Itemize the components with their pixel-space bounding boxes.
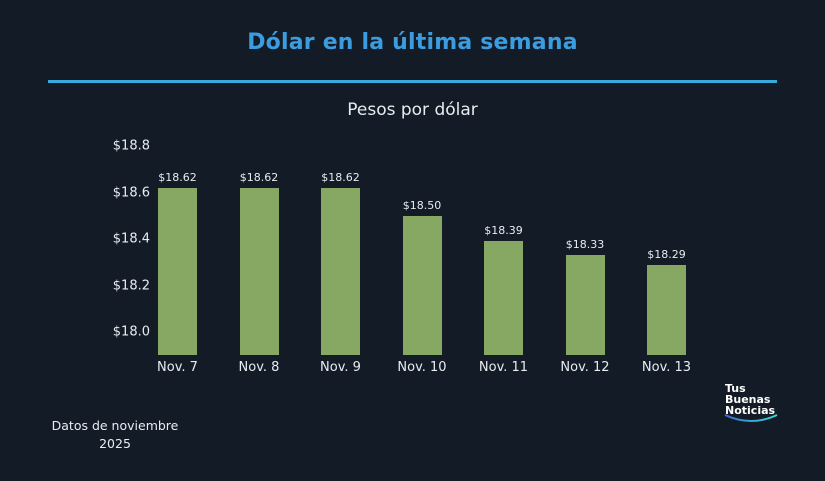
bar-value-label: $18.62 bbox=[239, 170, 279, 184]
bar-value-label: $18.62 bbox=[321, 170, 360, 184]
y-axis-tick-label: $18.8 bbox=[112, 138, 150, 154]
x-axis-category-label: Nov. 13 bbox=[641, 360, 692, 375]
bar-value-label: $18.50 bbox=[402, 198, 442, 212]
smile-arc-icon bbox=[724, 414, 778, 422]
logo-line-2: Buenas bbox=[725, 393, 771, 406]
brand-logo: Tus Buenas Noticias bbox=[724, 382, 785, 422]
bar bbox=[321, 187, 360, 356]
y-axis-tick-label: $18.2 bbox=[112, 278, 150, 293]
note-line-1: Datos de noviembre bbox=[51, 418, 179, 433]
bar-value-label: $18.29 bbox=[647, 247, 686, 261]
bar bbox=[239, 187, 279, 356]
logo-line-3: Noticias bbox=[725, 404, 776, 417]
y-axis-tick-label: $18.6 bbox=[112, 185, 150, 200]
data-source-note: Datos de noviembre 2025 bbox=[40, 417, 190, 453]
logo-line-1: Tus bbox=[725, 382, 746, 395]
chart-subtitle: Pesos por dólar bbox=[347, 100, 478, 120]
title-divider bbox=[48, 80, 777, 83]
chart-title: Dólar en la última semana bbox=[247, 30, 578, 55]
bar bbox=[158, 187, 197, 356]
x-axis-category-label: Nov. 8 bbox=[238, 360, 280, 375]
y-axis-tick-label: $18.0 bbox=[112, 324, 150, 340]
x-axis-category-label: Nov. 9 bbox=[320, 360, 361, 375]
bar-value-label: $18.39 bbox=[484, 224, 523, 238]
bar bbox=[402, 215, 442, 356]
bar bbox=[647, 264, 686, 356]
y-axis-tick-label: $18.4 bbox=[112, 231, 150, 247]
bar-value-label: $18.33 bbox=[565, 238, 605, 252]
x-axis-category-label: Nov. 7 bbox=[157, 360, 198, 375]
x-axis-category-label: Nov. 12 bbox=[560, 360, 610, 375]
bar-value-label: $18.62 bbox=[158, 170, 197, 184]
note-line-2: 2025 bbox=[99, 436, 131, 451]
x-axis-category-label: Nov. 10 bbox=[397, 360, 447, 375]
bar bbox=[484, 241, 523, 356]
x-axis-category-label: Nov. 11 bbox=[478, 360, 529, 375]
bar bbox=[565, 255, 605, 356]
